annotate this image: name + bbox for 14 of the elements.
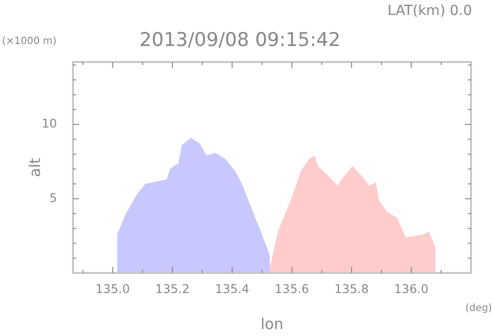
x-tick-label: 135.4 <box>214 282 250 296</box>
y-axis-title: alt <box>26 158 44 178</box>
x-axis-title: lon <box>260 315 284 333</box>
y-tick-label: 10 <box>42 116 57 131</box>
text: (deg) <box>465 303 492 314</box>
text: (×1000 m) <box>2 36 57 47</box>
x-tick-label: 135.6 <box>274 282 310 296</box>
chart-subtitle: LAT(km) 0.0 <box>387 3 472 19</box>
x-tick-label: 135.0 <box>96 282 130 296</box>
chart-title: 2013/09/08 09:15:42 <box>140 29 340 51</box>
x-tick-label: 136.0 <box>394 282 428 296</box>
x-tick-label: 135.2 <box>155 282 190 296</box>
y-tick-label: 5 <box>49 190 57 205</box>
x-tick-label: 135.8 <box>334 282 369 296</box>
